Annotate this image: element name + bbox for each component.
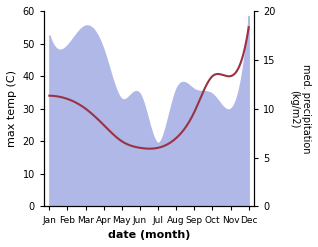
X-axis label: date (month): date (month) [108,230,190,240]
Y-axis label: max temp (C): max temp (C) [7,70,17,147]
Y-axis label: med. precipitation
(kg/m2): med. precipitation (kg/m2) [289,64,311,153]
